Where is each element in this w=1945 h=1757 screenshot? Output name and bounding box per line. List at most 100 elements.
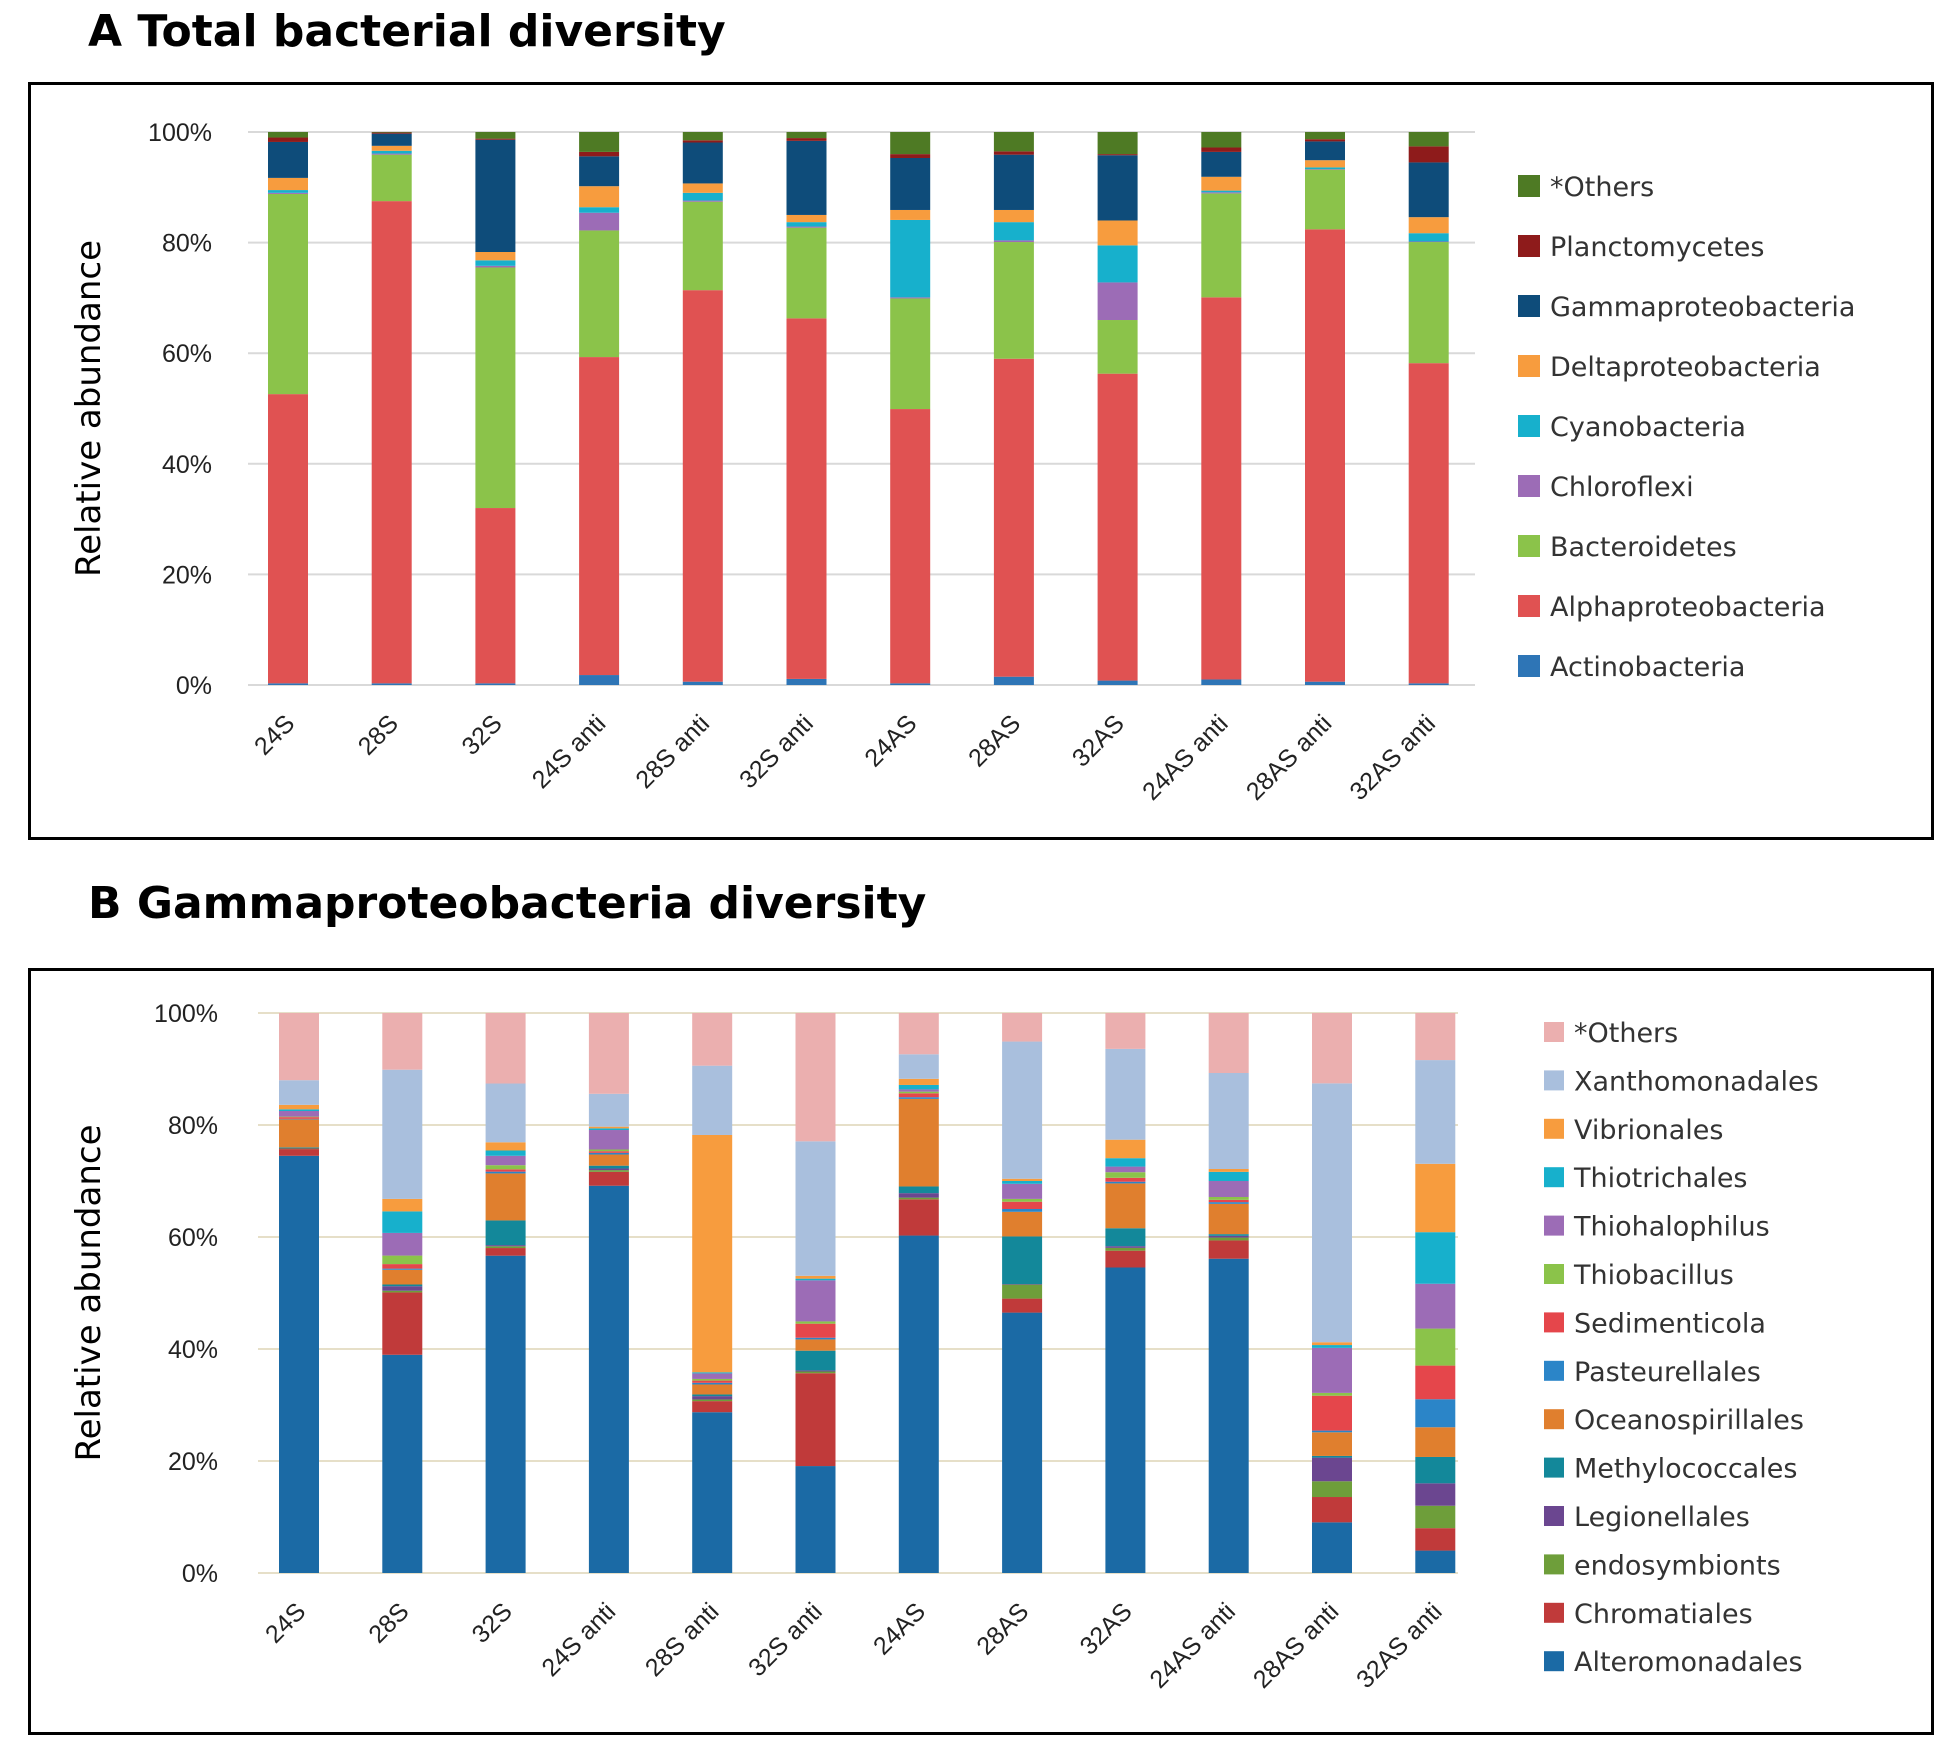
chart-b-bar-32s-methylococcales <box>485 1220 526 1246</box>
chart-b-bar-24as-others <box>898 1013 939 1055</box>
chart-b-bar-24as-vibrionales <box>898 1078 939 1085</box>
chart-a-bar-32s-bacteroidetes <box>475 267 516 509</box>
chart-b-ytick-label: 80% <box>168 1112 218 1140</box>
chart-b-bar-32as-others <box>1105 1013 1146 1049</box>
chart-b-bar-24as-thiotrichales <box>898 1084 939 1090</box>
chart-b-bar-32as-thiotrichales <box>1105 1158 1146 1167</box>
chart-b-bar-32s-anti-oceanospirillales <box>795 1339 836 1351</box>
chart-a-bar-28as-anti-gammaproteobacteria <box>1305 141 1345 161</box>
chart-b-bar-28as-anti-vibrionales <box>1312 1342 1352 1346</box>
chart-a-category-label: 24S <box>249 709 300 760</box>
chart-b-category-label: 24S <box>260 1597 311 1648</box>
chart-a-bar-32s-deltaproteobacteria <box>475 252 516 261</box>
chart-a-bar-28as-gammaproteobacteria <box>993 154 1034 210</box>
chart-b-bar-32s-anti-vibrionales <box>795 1275 836 1279</box>
chart-b-bar-28s-chromatiales <box>382 1292 423 1355</box>
chart-b-legend-swatch-endosymbionts <box>1544 1554 1564 1575</box>
chart-b-legend-label-oceanospirillales: Oceanospirillales <box>1574 1405 1804 1436</box>
chart-b-bar-28as-thiotrichales <box>1002 1181 1043 1184</box>
chart-b-bar-32s-thiotrichales <box>485 1150 526 1156</box>
chart-b-bar-24as-anti-methylococcales <box>1208 1234 1249 1236</box>
chart-b-category-label: 28AS <box>971 1597 1034 1660</box>
chart-b-bar-32s-anti-alteromonadales <box>795 1466 836 1573</box>
chart-a-bar-28s-anti-bacteroidetes <box>682 201 723 291</box>
chart-a-bar-32s-anti-alphaproteobacteria <box>786 318 827 679</box>
chart-a-category-label: 32S <box>456 709 507 760</box>
chart-b-bar-32s-vibrionales <box>485 1142 526 1151</box>
chart-a-legend-label-alphaproteobacteria: Alphaproteobacteria <box>1550 592 1826 623</box>
chart-b-legend-label-xanthomonadales: Xanthomonadales <box>1574 1066 1819 1097</box>
chart-b-bar-28s-anti-legionellales <box>692 1396 733 1400</box>
chart-b-bar-32s-anti-thiohalophilus <box>795 1280 836 1322</box>
chart-a-bar-24s-actinobacteria <box>268 683 308 685</box>
chart-a-category-label: 24AS <box>859 709 922 772</box>
chart-b-bar-32s-thiohalophilus <box>485 1155 526 1166</box>
chart-a-bar-28s-bacteroidetes <box>371 154 412 202</box>
chart-a-legend-label-cyanobacteria: Cyanobacteria <box>1550 412 1746 443</box>
chart-b-bar-28as-thiobacillus <box>1002 1198 1043 1202</box>
chart-b-bar-32s-anti-xanthomonadales <box>795 1141 836 1276</box>
chart-b-bar-28s-sedimenticola <box>382 1264 423 1269</box>
chart-b-bar-28as-anti-legionellales <box>1312 1457 1352 1482</box>
chart-b-legend-swatch-others <box>1544 1022 1564 1042</box>
chart-b-bar-28s-alteromonadales <box>382 1354 423 1573</box>
panel-a-title: A Total bacterial diversity <box>88 6 726 57</box>
chart-a-bar-24as-anti-actinobacteria <box>1201 679 1242 685</box>
chart-b-bar-32as-anti-thiotrichales <box>1415 1232 1456 1284</box>
chart-b-bar-28s-legionellales <box>382 1286 423 1291</box>
chart-b-bar-28s-anti-thiotrichales <box>692 1372 733 1374</box>
chart-a-bar-28as-planctomycetes <box>993 151 1034 155</box>
chart-a-bar-24as-alphaproteobacteria <box>890 409 931 684</box>
chart-a-bar-32as-anti-actinobacteria <box>1408 683 1449 685</box>
chart-b-bar-24s-methylococcales <box>279 1147 319 1148</box>
chart-a-category-label: 24AS anti <box>1137 709 1233 805</box>
chart-b-bar-24as-oceanospirillales <box>898 1098 939 1187</box>
chart-a-bar-32s-gammaproteobacteria <box>475 139 516 253</box>
chart-a-legend-swatch-gammaproteobacteria <box>1518 295 1540 317</box>
chart-a-ytick-label: 100% <box>148 119 212 147</box>
chart-b-bar-28s-thiobacillus <box>382 1255 423 1265</box>
chart-a-ylabel: Relative abundance <box>69 240 109 577</box>
chart-b-bar-24as-endosymbionts <box>898 1197 939 1200</box>
chart-b-bar-24as-sedimenticola <box>898 1093 939 1098</box>
chart-b-bar-28as-thiohalophilus <box>1002 1183 1043 1199</box>
chart-a-legend-swatch-chloroflexi <box>1518 475 1540 497</box>
chart-b-bar-24s-others <box>279 1013 319 1081</box>
chart-a-bar-24as-anti-others <box>1201 132 1242 148</box>
chart-a-category-label: 32S anti <box>734 709 819 794</box>
chart-a-bar-32as-anti-gammaproteobacteria <box>1408 162 1449 218</box>
chart-a-legend-swatch-cyanobacteria <box>1518 415 1540 437</box>
chart-b-bar-32as-thiobacillus <box>1105 1172 1146 1178</box>
chart-a-bar-28s-gammaproteobacteria <box>371 133 412 146</box>
chart-b-bar-24s-anti-methylococcales <box>588 1165 629 1169</box>
chart-b-bar-24as-xanthomonadales <box>898 1054 939 1079</box>
chart-b-bar-32s-anti-pasteurellales <box>795 1337 836 1340</box>
chart-b-bar-24as-anti-chromatiales <box>1208 1240 1249 1259</box>
chart-b-category-label: 32S <box>467 1597 518 1648</box>
chart-b-bar-32as-alteromonadales <box>1105 1267 1146 1573</box>
chart-a-bar-24s-anti-alphaproteobacteria <box>579 357 620 676</box>
chart-b-bar-32as-anti-pasteurellales <box>1415 1399 1456 1428</box>
chart-a-bar-32as-anti-bacteroidetes <box>1408 242 1449 364</box>
chart-b-bar-28as-alteromonadales <box>1002 1312 1043 1573</box>
chart-a-bar-32as-anti-alphaproteobacteria <box>1408 363 1449 684</box>
chart-a-bar-28s-alphaproteobacteria <box>371 201 412 684</box>
chart-b-bar-28s-anti-methylococcales <box>692 1394 733 1397</box>
chart-b-bar-32as-oceanospirillales <box>1105 1183 1146 1229</box>
chart-b-bar-28s-anti-thiobacillus <box>692 1378 733 1381</box>
chart-a-bar-28s-planctomycetes <box>371 132 412 134</box>
chart-b-category-label: 32AS <box>1075 1597 1138 1660</box>
chart-b-legend-swatch-methylococcales <box>1544 1457 1564 1478</box>
chart-b-bar-32s-pasteurellales <box>485 1171 526 1174</box>
chart-b-ytick-label: 60% <box>168 1224 218 1252</box>
chart-b-bar-32s-others <box>485 1013 526 1084</box>
chart-b-bar-24s-anti-chromatiales <box>588 1171 629 1186</box>
chart-b-bar-28as-xanthomonadales <box>1002 1041 1043 1179</box>
chart-a-legend-label-gammaproteobacteria: Gammaproteobacteria <box>1550 292 1855 323</box>
chart-a-bar-28s-anti-planctomycetes <box>682 140 723 143</box>
chart-b-ytick-label: 40% <box>168 1336 218 1364</box>
chart-a-legend-swatch-deltaproteobacteria <box>1518 355 1540 377</box>
chart-a-bar-24s-anti-actinobacteria <box>579 675 620 685</box>
chart-b-bar-32s-anti-others <box>795 1013 836 1142</box>
chart-a-bar-32as-actinobacteria <box>1097 680 1138 685</box>
